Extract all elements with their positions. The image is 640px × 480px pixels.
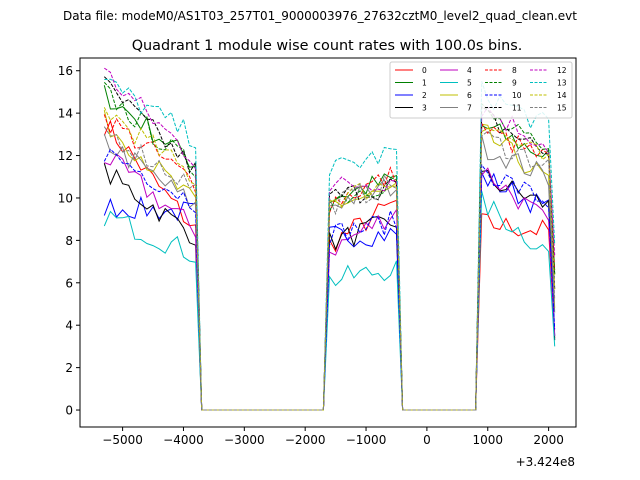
axes-frame: [79, 57, 577, 428]
legend-label-12: 12: [557, 66, 567, 75]
x-tick-label: −4000: [163, 433, 204, 447]
series-line-15: [103, 126, 556, 411]
x-tick-label: 1000: [472, 433, 503, 447]
y-tick-label: 10: [58, 191, 73, 205]
x-tick-label: −2000: [285, 433, 326, 447]
series-line-9: [103, 82, 556, 411]
x-tick-label: −3000: [224, 433, 265, 447]
legend-label-5: 5: [467, 79, 472, 88]
y-tick-label: 12: [58, 149, 73, 163]
series-layer: [103, 67, 556, 411]
series-line-13: [104, 78, 556, 411]
chart-title: Quadrant 1 module wise count rates with …: [132, 38, 523, 54]
x-tick-label: −1000: [346, 433, 387, 447]
series-line-5: [103, 190, 556, 411]
series-line-0: [103, 119, 556, 411]
legend-label-2: 2: [422, 91, 427, 100]
y-tick-label: 14: [58, 107, 73, 121]
legend-label-3: 3: [422, 104, 427, 113]
legend-label-9: 9: [512, 79, 517, 88]
y-tick-label: 16: [58, 64, 73, 78]
y-tick-label: 4: [65, 319, 73, 333]
legend-label-6: 6: [467, 91, 472, 100]
y-tick-label: 0: [65, 404, 73, 418]
axes-layer: −5000 −4000 −3000 −2000 −1000 0 1000 2000 0 2 4 6 8 1…: [58, 57, 577, 447]
x-axis-offset-label: +3.424e8: [516, 455, 575, 469]
legend-label-15: 15: [557, 104, 567, 113]
legend-label-8: 8: [512, 66, 517, 75]
legend-label-7: 7: [467, 104, 472, 113]
series-line-14: [103, 107, 556, 411]
y-tick-label: 6: [65, 276, 73, 290]
legend-label-4: 4: [467, 66, 472, 75]
x-tick-label: −5000: [102, 433, 143, 447]
legend-label-10: 10: [512, 91, 522, 100]
legend-label-1: 1: [422, 79, 427, 88]
legend-label-14: 14: [557, 91, 567, 100]
legend-label-13: 13: [557, 79, 567, 88]
x-tick-label: 0: [423, 433, 431, 447]
legend-label-11: 11: [512, 104, 522, 113]
chart-suptitle: Data file: modeM0/AS1T03_257T01_90000039…: [63, 9, 577, 23]
y-tick-label: 8: [65, 234, 73, 248]
y-tick-label: 2: [65, 361, 73, 375]
legend-label-0: 0: [422, 66, 427, 75]
x-tick-label: 2000: [533, 433, 564, 447]
legend-box: [389, 61, 573, 119]
